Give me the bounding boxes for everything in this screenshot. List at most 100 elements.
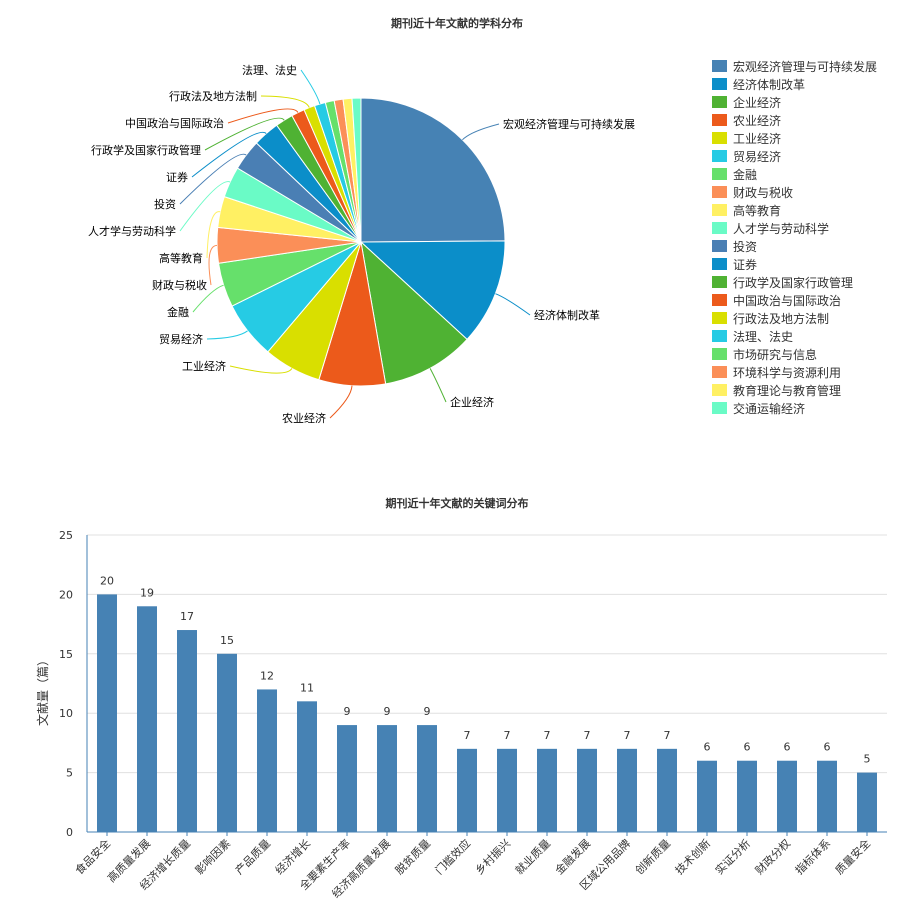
bar-value-label: 20 xyxy=(100,574,114,587)
pie-legend: 宏观经济管理与可持续发展经济体制改革企业经济农业经济工业经济贸易经济金融财政与税… xyxy=(712,59,877,416)
bar[interactable] xyxy=(737,760,757,832)
legend-label: 人才学与劳动科学 xyxy=(733,221,829,236)
pie-slice-label: 经济体制改革 xyxy=(534,308,600,322)
legend-item[interactable]: 人才学与劳动科学 xyxy=(712,221,829,236)
pie-leader-line xyxy=(179,181,231,232)
y-tick-label: 15 xyxy=(59,648,73,661)
legend-swatch xyxy=(712,186,727,198)
bar[interactable] xyxy=(257,689,277,832)
pie-leader-line xyxy=(227,108,299,124)
bar-value-label: 6 xyxy=(824,741,831,754)
legend-swatch xyxy=(712,168,727,180)
bar[interactable] xyxy=(217,653,237,832)
legend-swatch xyxy=(712,294,727,306)
x-tick-label: 质量安全 xyxy=(832,836,873,877)
x-tick-label: 实证分析 xyxy=(712,836,753,877)
legend-swatch xyxy=(712,312,727,324)
legend-item[interactable]: 宏观经济管理与可持续发展 xyxy=(712,59,877,74)
bar[interactable] xyxy=(497,748,517,832)
bar-value-label: 12 xyxy=(260,669,274,682)
legend-item[interactable]: 中国政治与国际政治 xyxy=(712,293,841,308)
legend-label: 高等教育 xyxy=(733,203,781,218)
bar[interactable] xyxy=(417,725,437,832)
pie-leader-line xyxy=(429,368,447,403)
legend-item[interactable]: 高等教育 xyxy=(712,203,781,218)
legend-item[interactable]: 农业经济 xyxy=(712,113,781,128)
pie-leader-line xyxy=(462,123,500,141)
pie-slice[interactable] xyxy=(360,97,506,243)
pie-slice[interactable] xyxy=(359,240,506,341)
bar[interactable] xyxy=(657,748,677,832)
bar-value-label: 19 xyxy=(140,586,154,599)
legend-item[interactable]: 金融 xyxy=(712,167,757,182)
y-tick-label: 25 xyxy=(59,529,73,542)
bar[interactable] xyxy=(337,725,357,832)
bar[interactable] xyxy=(177,630,197,832)
legend-label: 宏观经济管理与可持续发展 xyxy=(733,59,877,74)
bar-chart-title: 期刊近十年文献的关键词分布 xyxy=(386,496,529,510)
bar[interactable] xyxy=(377,725,397,832)
pie-leader-line xyxy=(191,131,267,178)
bar-value-label: 6 xyxy=(744,741,751,754)
bar[interactable] xyxy=(537,748,557,832)
legend-item[interactable]: 行政学及国家行政管理 xyxy=(712,275,853,290)
bar[interactable] xyxy=(617,748,637,832)
legend-label: 农业经济 xyxy=(733,113,781,128)
bar[interactable] xyxy=(297,701,317,832)
legend-label: 金融 xyxy=(733,167,757,182)
legend-label: 行政学及国家行政管理 xyxy=(733,275,853,290)
legend-item[interactable]: 教育理论与教育管理 xyxy=(712,383,841,398)
legend-item[interactable]: 交通运输经济 xyxy=(712,401,805,416)
pie-leader-line xyxy=(260,95,310,108)
pie-slice-label: 工业经济 xyxy=(182,359,226,373)
bar[interactable] xyxy=(577,748,597,832)
pie-chart-title: 期刊近十年文献的学科分布 xyxy=(391,16,523,30)
legend-item[interactable]: 贸易经济 xyxy=(712,149,781,164)
bar-chart: 0510152025文献量（篇）20食品安全19高质量发展17经济增长质量15影… xyxy=(35,529,887,901)
pie-slice-label: 法理、法史 xyxy=(242,63,297,77)
bar[interactable] xyxy=(97,594,117,832)
y-tick-label: 10 xyxy=(59,707,73,720)
legend-swatch xyxy=(712,384,727,396)
legend-item[interactable]: 市场研究与信息 xyxy=(712,347,817,362)
legend-label: 教育理论与教育管理 xyxy=(733,383,841,398)
bar-value-label: 6 xyxy=(704,741,711,754)
bar-value-label: 15 xyxy=(220,634,234,647)
legend-item[interactable]: 环境科学与资源利用 xyxy=(712,365,841,380)
legend-label: 证券 xyxy=(733,257,757,272)
legend-label: 中国政治与国际政治 xyxy=(733,293,841,308)
legend-label: 市场研究与信息 xyxy=(733,347,817,362)
legend-item[interactable]: 投资 xyxy=(712,239,757,254)
legend-item[interactable]: 经济体制改革 xyxy=(712,77,805,92)
bar-value-label: 9 xyxy=(424,705,431,718)
x-tick-label: 指标体系 xyxy=(792,836,833,877)
legend-item[interactable]: 财政与税收 xyxy=(712,186,793,200)
pie-slice-label: 人才学与劳动科学 xyxy=(88,224,176,238)
legend-label: 企业经济 xyxy=(733,95,781,110)
bar[interactable] xyxy=(697,760,717,832)
bar[interactable] xyxy=(457,748,477,832)
legend-label: 交通运输经济 xyxy=(733,401,805,416)
pie-leader-line xyxy=(179,153,247,205)
pie-leader-line xyxy=(204,117,285,151)
pie-slice[interactable] xyxy=(360,240,468,385)
x-tick-label: 创新质量 xyxy=(632,836,673,877)
legend-item[interactable]: 企业经济 xyxy=(712,95,781,110)
legend-swatch xyxy=(712,330,727,342)
bar[interactable] xyxy=(857,772,877,832)
legend-item[interactable]: 行政法及地方法制 xyxy=(712,311,829,326)
pie-slice-label: 农业经济 xyxy=(282,411,326,425)
legend-item[interactable]: 证券 xyxy=(712,257,757,272)
bar[interactable] xyxy=(137,606,157,832)
legend-swatch xyxy=(712,222,727,234)
legend-item[interactable]: 法理、法史 xyxy=(712,330,793,344)
legend-swatch xyxy=(712,204,727,216)
bar[interactable] xyxy=(777,760,797,832)
legend-label: 财政与税收 xyxy=(733,186,793,200)
legend-item[interactable]: 工业经济 xyxy=(712,131,781,146)
bar-value-label: 17 xyxy=(180,610,194,623)
bar-value-label: 9 xyxy=(344,705,351,718)
legend-swatch xyxy=(712,114,727,126)
pie-slice[interactable] xyxy=(351,97,362,243)
bar[interactable] xyxy=(817,760,837,832)
